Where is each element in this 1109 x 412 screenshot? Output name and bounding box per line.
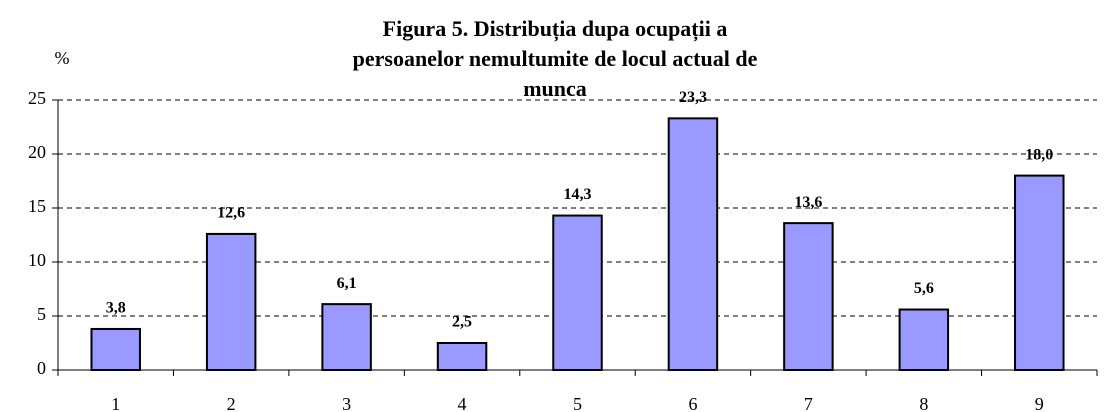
bar xyxy=(898,308,950,371)
bar xyxy=(552,214,603,371)
x-tick-label: 5 xyxy=(573,394,582,412)
bar xyxy=(667,117,719,371)
x-tick-label: 9 xyxy=(1035,394,1044,412)
y-tick-label: 10 xyxy=(28,250,46,270)
value-label: 13,6 xyxy=(794,194,822,211)
x-tick-label: 3 xyxy=(342,394,351,412)
value-label: 5,6 xyxy=(914,280,934,297)
value-label: 18,0 xyxy=(1025,146,1053,163)
x-tick-label: 6 xyxy=(688,394,697,412)
y-axis-label: % xyxy=(55,48,70,68)
y-tick-label: 20 xyxy=(28,142,46,162)
value-label: 2,5 xyxy=(452,314,472,331)
x-tick-label: 2 xyxy=(227,394,236,412)
bar xyxy=(1014,174,1065,371)
x-tick-label: 1 xyxy=(111,394,120,412)
bar xyxy=(90,327,141,371)
x-tick-label: 8 xyxy=(919,394,928,412)
value-label: 14,3 xyxy=(564,186,592,203)
x-tick-label: 4 xyxy=(458,394,467,412)
y-tick-label: 15 xyxy=(28,196,46,216)
y-tick-label: 25 xyxy=(28,88,46,108)
x-tick-label: 7 xyxy=(804,394,813,412)
y-tick-label: 5 xyxy=(37,304,46,324)
bar xyxy=(436,342,488,371)
bar xyxy=(321,303,372,371)
value-label: 3,8 xyxy=(106,300,126,317)
value-label: 6,1 xyxy=(337,275,357,292)
value-label: 23,3 xyxy=(679,89,707,106)
value-label: 12,6 xyxy=(217,205,245,222)
chart-title: Figura 5. Distribuția dupa ocupații a pe… xyxy=(352,16,758,101)
bar xyxy=(205,232,257,371)
bar xyxy=(783,222,834,371)
y-tick-label: 0 xyxy=(37,358,46,378)
